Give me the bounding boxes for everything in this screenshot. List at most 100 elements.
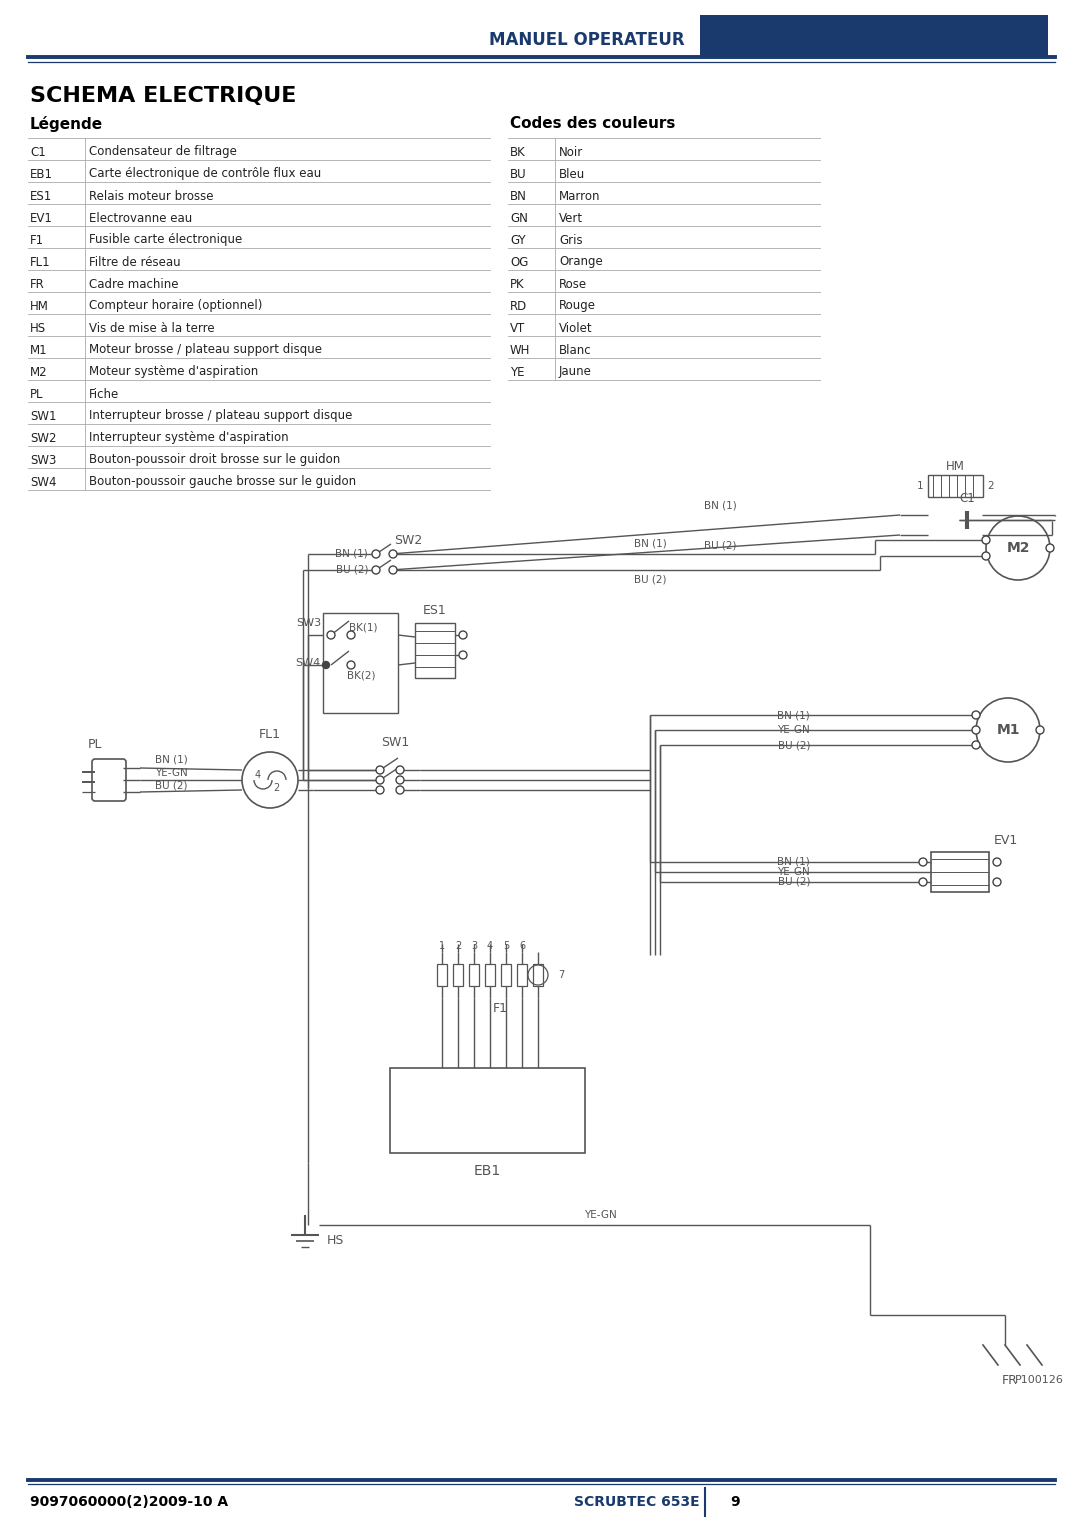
Circle shape	[919, 878, 927, 886]
Circle shape	[972, 741, 980, 750]
Circle shape	[389, 550, 397, 557]
Text: YE-GN: YE-GN	[156, 768, 188, 777]
Text: HM: HM	[30, 299, 49, 313]
Text: BN (1): BN (1)	[156, 754, 188, 765]
Text: EV1: EV1	[30, 212, 53, 224]
Text: F1: F1	[30, 234, 44, 246]
Text: Interrupteur brosse / plateau support disque: Interrupteur brosse / plateau support di…	[89, 409, 352, 423]
Text: 4: 4	[255, 770, 261, 780]
Text: YE-GN: YE-GN	[583, 1209, 617, 1220]
Text: MANUEL OPERATEUR: MANUEL OPERATEUR	[489, 31, 685, 49]
Text: BU (2): BU (2)	[634, 576, 666, 585]
Text: RD: RD	[510, 299, 527, 313]
Text: FR: FR	[1002, 1373, 1018, 1387]
Text: Vert: Vert	[559, 212, 583, 224]
Text: EB1: EB1	[30, 168, 53, 180]
Text: BK(2): BK(2)	[347, 670, 375, 680]
Text: Compteur horaire (optionnel): Compteur horaire (optionnel)	[89, 299, 262, 313]
Text: Carte électronique de contrôle flux eau: Carte électronique de contrôle flux eau	[89, 168, 321, 180]
Text: Violet: Violet	[559, 322, 593, 334]
Text: 1: 1	[438, 941, 445, 951]
Circle shape	[396, 767, 404, 774]
Text: Codes des couleurs: Codes des couleurs	[510, 116, 675, 131]
Text: 2: 2	[987, 481, 994, 492]
Text: 9: 9	[730, 1495, 740, 1509]
Text: BU (2): BU (2)	[778, 741, 810, 750]
Text: Condensateur de filtrage: Condensateur de filtrage	[89, 145, 237, 159]
Text: Cadre machine: Cadre machine	[89, 278, 178, 290]
Circle shape	[327, 631, 335, 638]
Bar	[415, 623, 455, 678]
Text: Noir: Noir	[559, 145, 583, 159]
Text: Bouton-poussoir gauche brosse sur le guidon: Bouton-poussoir gauche brosse sur le gui…	[89, 475, 356, 489]
Text: BN: BN	[510, 189, 527, 203]
Text: BN (1): BN (1)	[704, 499, 737, 510]
Text: C1: C1	[959, 492, 975, 504]
Circle shape	[972, 712, 980, 719]
Text: SW3: SW3	[30, 454, 56, 467]
Bar	[928, 475, 983, 496]
Text: SW3: SW3	[296, 618, 321, 628]
Bar	[931, 852, 989, 892]
Bar	[323, 612, 399, 713]
Text: PL: PL	[87, 739, 103, 751]
Circle shape	[1036, 725, 1044, 734]
Text: Interrupteur système d'aspiration: Interrupteur système d'aspiration	[89, 432, 288, 444]
Text: 7: 7	[558, 970, 564, 980]
Circle shape	[919, 858, 927, 866]
Circle shape	[372, 567, 380, 574]
Text: M2: M2	[1007, 541, 1029, 554]
Text: BU (2): BU (2)	[778, 876, 810, 887]
Circle shape	[347, 661, 355, 669]
Text: Moteur brosse / plateau support disque: Moteur brosse / plateau support disque	[89, 344, 322, 356]
Text: Fiche: Fiche	[89, 388, 119, 400]
Text: HM: HM	[946, 461, 964, 473]
Text: SW1: SW1	[381, 736, 409, 748]
Text: YE-GN: YE-GN	[778, 725, 810, 734]
Text: Orange: Orange	[559, 255, 603, 269]
Text: Blanc: Blanc	[559, 344, 592, 356]
Text: Marron: Marron	[559, 189, 600, 203]
Text: SW4: SW4	[30, 475, 56, 489]
Bar	[485, 964, 495, 986]
Bar	[501, 964, 511, 986]
Text: OG: OG	[510, 255, 528, 269]
Text: GN: GN	[510, 212, 528, 224]
Text: EB1: EB1	[473, 1164, 501, 1177]
Text: 2: 2	[455, 941, 461, 951]
Text: Jaune: Jaune	[559, 365, 592, 379]
Circle shape	[372, 550, 380, 557]
Bar	[700, 15, 1048, 56]
Text: WH: WH	[510, 344, 530, 356]
Circle shape	[376, 786, 384, 794]
Text: FRANÇAIS: FRANÇAIS	[823, 27, 924, 44]
Text: 6: 6	[518, 941, 525, 951]
Text: SCRUBTEC 653E: SCRUBTEC 653E	[575, 1495, 700, 1509]
Text: M1: M1	[30, 344, 48, 356]
Text: BU (2): BU (2)	[336, 565, 368, 576]
Text: YE: YE	[510, 365, 525, 379]
Text: SW4: SW4	[296, 658, 321, 667]
Text: 3: 3	[471, 941, 477, 951]
Text: Bouton-poussoir droit brosse sur le guidon: Bouton-poussoir droit brosse sur le guid…	[89, 454, 340, 467]
Text: P100126: P100126	[1015, 1374, 1064, 1385]
Text: YE-GN: YE-GN	[778, 867, 810, 876]
Text: PL: PL	[30, 388, 43, 400]
Text: FL1: FL1	[30, 255, 51, 269]
Text: BK: BK	[510, 145, 526, 159]
Text: Gris: Gris	[559, 234, 582, 246]
Circle shape	[993, 878, 1001, 886]
Text: BN (1): BN (1)	[778, 710, 810, 721]
Text: FL1: FL1	[259, 727, 281, 741]
Text: C1: C1	[30, 145, 45, 159]
Text: F1: F1	[492, 1002, 508, 1014]
Text: PK: PK	[510, 278, 525, 290]
Text: HS: HS	[327, 1234, 345, 1246]
Text: Electrovanne eau: Electrovanne eau	[89, 212, 192, 224]
Text: Fusible carte électronique: Fusible carte électronique	[89, 234, 242, 246]
Text: ES1: ES1	[423, 605, 447, 617]
Text: Rose: Rose	[559, 278, 588, 290]
Text: HS: HS	[30, 322, 46, 334]
Text: SCHEMA ELECTRIQUE: SCHEMA ELECTRIQUE	[30, 86, 296, 105]
Circle shape	[389, 567, 397, 574]
